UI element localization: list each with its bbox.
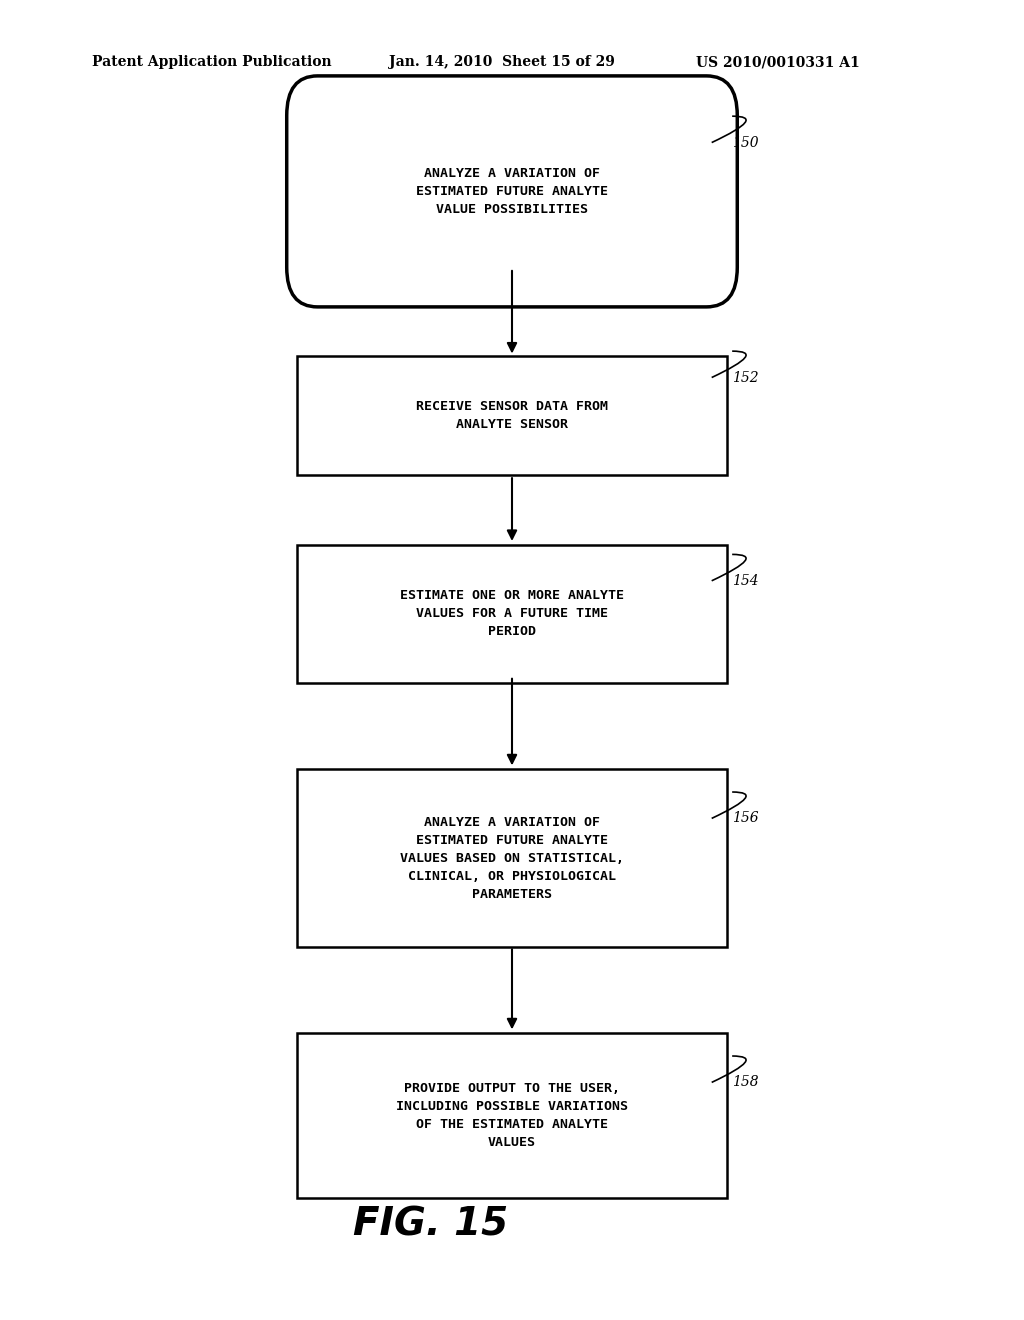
FancyBboxPatch shape	[297, 356, 727, 475]
FancyBboxPatch shape	[297, 544, 727, 682]
Text: 158: 158	[732, 1076, 759, 1089]
FancyBboxPatch shape	[287, 77, 737, 308]
Text: RECEIVE SENSOR DATA FROM
ANALYTE SENSOR: RECEIVE SENSOR DATA FROM ANALYTE SENSOR	[416, 400, 608, 432]
Text: ESTIMATE ONE OR MORE ANALYTE
VALUES FOR A FUTURE TIME
PERIOD: ESTIMATE ONE OR MORE ANALYTE VALUES FOR …	[400, 589, 624, 639]
Text: Jan. 14, 2010  Sheet 15 of 29: Jan. 14, 2010 Sheet 15 of 29	[389, 55, 615, 70]
Text: 150: 150	[732, 136, 759, 149]
Text: Patent Application Publication: Patent Application Publication	[92, 55, 332, 70]
Text: US 2010/0010331 A1: US 2010/0010331 A1	[696, 55, 860, 70]
FancyBboxPatch shape	[297, 1032, 727, 1199]
Text: FIG. 15: FIG. 15	[352, 1206, 508, 1243]
Text: PROVIDE OUTPUT TO THE USER,
INCLUDING POSSIBLE VARIATIONS
OF THE ESTIMATED ANALY: PROVIDE OUTPUT TO THE USER, INCLUDING PO…	[396, 1082, 628, 1148]
Text: ANALYZE A VARIATION OF
ESTIMATED FUTURE ANALYTE
VALUE POSSIBILITIES: ANALYZE A VARIATION OF ESTIMATED FUTURE …	[416, 166, 608, 216]
Text: 154: 154	[732, 574, 759, 587]
Text: 152: 152	[732, 371, 759, 384]
Text: ANALYZE A VARIATION OF
ESTIMATED FUTURE ANALYTE
VALUES BASED ON STATISTICAL,
CLI: ANALYZE A VARIATION OF ESTIMATED FUTURE …	[400, 816, 624, 900]
FancyBboxPatch shape	[297, 768, 727, 948]
Text: 156: 156	[732, 812, 759, 825]
